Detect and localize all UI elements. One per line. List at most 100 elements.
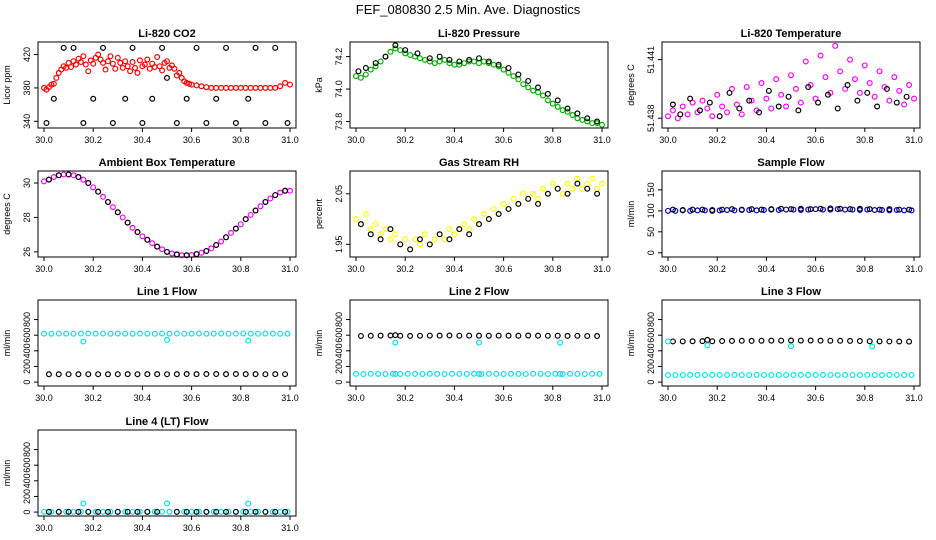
series-black [357,180,601,253]
data-point [564,108,571,115]
data-point [726,89,733,96]
data-point [173,330,180,337]
data-point [382,53,389,60]
y-axis-label: ml/min [2,330,12,357]
data-point [114,371,121,378]
data-point [117,59,124,66]
data-point [709,207,716,214]
y-tick-label: 2.05 [334,185,344,203]
data-point [218,508,225,515]
data-point [574,110,581,117]
data-point [232,508,239,515]
data-point [136,57,143,64]
data-point [416,55,423,62]
data-point [357,221,364,228]
data-point [554,185,561,192]
data-point [55,508,62,515]
data-point [242,84,249,91]
data-point [480,58,487,65]
data-point [906,81,913,88]
data-point [709,338,716,345]
data-point [903,93,910,100]
data-point [876,206,883,213]
data-point [471,58,478,65]
data-point [129,59,136,66]
y-tick-label: 380 [22,80,32,95]
data-point [397,370,404,377]
series-red [40,51,294,93]
data-point [476,55,483,62]
data-point [478,370,485,377]
data-point [136,508,143,515]
data-point [80,53,87,60]
data-point [213,371,220,378]
data-point [679,207,686,214]
data-point [515,370,522,377]
chart-title: Sample Flow [757,157,825,169]
data-point [847,206,854,213]
data-point [65,171,72,178]
data-point [122,508,129,515]
data-point [149,240,156,247]
data-point [738,206,745,213]
data-point [80,500,87,507]
data-point [738,371,745,378]
y-tick-label: 400 [22,343,32,358]
data-point [871,371,878,378]
data-point [539,185,546,192]
data-point [594,333,601,340]
data-point [223,508,230,515]
data-point [183,508,190,515]
data-point [203,330,210,337]
data-point [124,63,131,70]
data-point [544,370,551,377]
data-point [387,332,394,339]
data-point [193,82,200,89]
data-point [812,372,819,379]
data-point [525,84,532,91]
data-point [581,370,588,377]
data-point [719,338,726,345]
data-point [525,195,532,202]
data-point [559,370,566,377]
x-tick-label: 30.0 [659,393,677,403]
x-tick-label: 30.2 [708,135,726,145]
data-point [901,207,908,214]
data-point [114,209,121,216]
data-point [262,119,269,126]
data-point [544,97,551,104]
y-tick-label: 800 [334,312,344,327]
x-tick-label: 30.8 [232,264,250,274]
data-point [90,95,97,102]
data-point [664,372,671,379]
data-point [584,332,591,339]
x-tick-label: 30.0 [659,135,677,145]
data-point [768,337,775,344]
y-tick-label: 340 [22,114,32,129]
y-tick-label: 200 [334,359,344,374]
x-tick-label: 30.2 [84,393,102,403]
data-point [598,121,605,128]
data-point [463,370,470,377]
data-point [112,65,119,72]
data-point [223,84,230,91]
data-point [240,508,247,515]
data-point [198,83,205,90]
data-point [100,330,107,337]
data-point [456,61,463,68]
data-point [208,84,215,91]
data-point [227,84,234,91]
data-point [95,508,102,515]
data-point [724,109,731,116]
data-point [753,371,760,378]
data-point [515,71,522,78]
data-point [353,370,360,377]
x-tick-label: 30.8 [856,393,874,403]
y-tick-label: 800 [22,442,32,457]
data-point [70,330,77,337]
data-point [377,332,384,339]
data-point [225,508,232,515]
x-tick-label: 30.6 [495,393,513,403]
data-point [893,99,900,106]
data-point [446,226,453,233]
